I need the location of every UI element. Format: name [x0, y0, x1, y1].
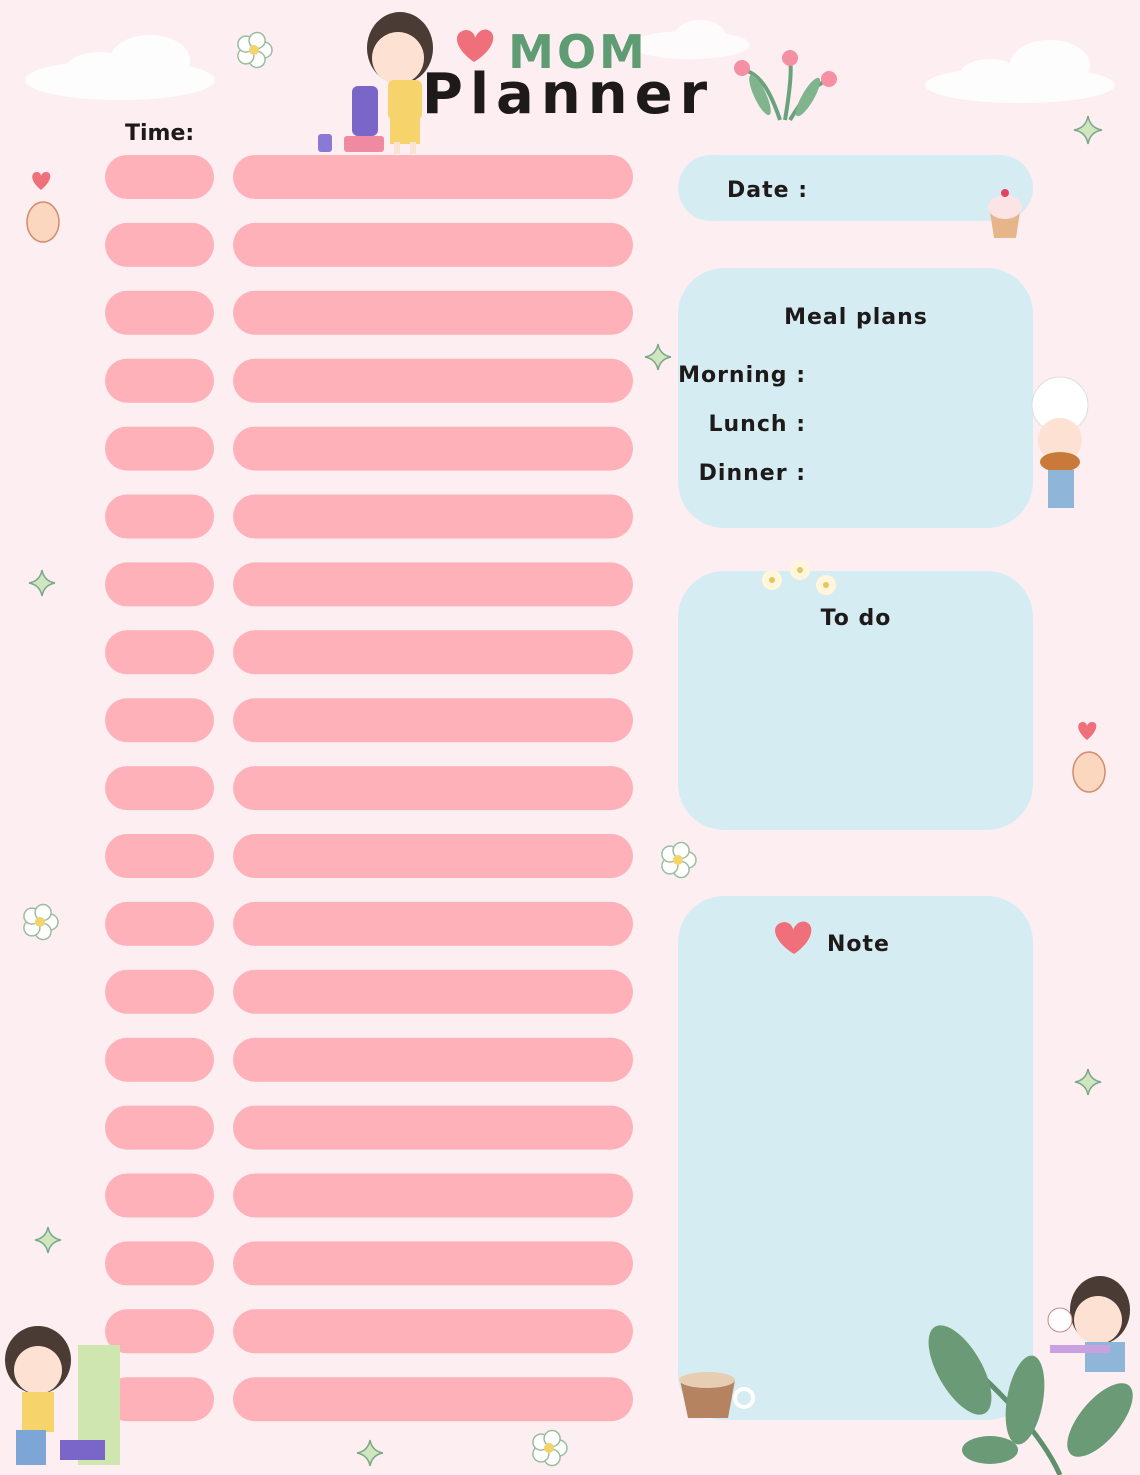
girl-illustration [318, 12, 433, 154]
finger-heart-icon [26, 172, 60, 243]
sparkle-icon [1073, 115, 1103, 145]
time-slot [105, 290, 214, 335]
task-slot [233, 630, 633, 675]
cloud [25, 35, 215, 100]
task-slot [233, 1241, 633, 1286]
meal-plans-panel [678, 268, 1033, 528]
flower-icon [661, 841, 697, 879]
task-slot [233, 222, 633, 267]
heart-icon [775, 921, 812, 954]
time-slot [105, 1105, 214, 1150]
gardening-girl-illustration [5, 1326, 120, 1465]
task-slot [233, 494, 633, 539]
heart-icon [456, 29, 494, 62]
cloud [630, 20, 750, 59]
time-slot [105, 1309, 214, 1354]
flower-center [673, 855, 683, 865]
heart [32, 172, 51, 190]
date-label: Date : [727, 178, 808, 203]
time-slot [105, 358, 214, 403]
task-slot [233, 901, 633, 946]
task-slot [233, 155, 633, 199]
flower-icon [237, 31, 273, 69]
time-label: Time: [125, 121, 194, 146]
sparkle-icon [356, 1439, 384, 1467]
date-panel [678, 155, 1033, 221]
time-slot [105, 630, 214, 675]
daisy-decoration [762, 560, 836, 595]
task-slot [233, 358, 633, 403]
sparkle-icon [644, 343, 672, 371]
flower-icon [23, 903, 59, 941]
meal-item-label: Dinner : [699, 461, 806, 486]
task-slot [233, 1173, 633, 1218]
task-slot [233, 1377, 633, 1422]
sparkle-icon [1074, 1068, 1102, 1096]
cupcake-icon [988, 189, 1022, 238]
task-slot [233, 834, 633, 878]
sparkle-icon [28, 569, 56, 597]
sparkle-icon [34, 1226, 62, 1254]
heart [1078, 722, 1097, 740]
task-slot [233, 969, 633, 1014]
time-slot [105, 1377, 214, 1422]
finger-heart-icon [1072, 722, 1106, 793]
time-slot [105, 426, 214, 471]
task-slot [233, 290, 633, 335]
time-slot [105, 1241, 214, 1286]
flower-center [35, 917, 45, 927]
coffee-icon [679, 1372, 755, 1418]
task-slot [233, 426, 633, 471]
flower-center [544, 1443, 554, 1453]
time-slot [105, 901, 214, 946]
leaves-illustration [928, 1325, 1133, 1475]
todo-panel [678, 571, 1033, 830]
task-slot [233, 1037, 633, 1082]
girl-desk-illustration [1047, 1276, 1130, 1372]
note-panel [678, 896, 1033, 1420]
time-slot [105, 698, 214, 743]
header-title: Planner [422, 62, 714, 127]
time-slot [105, 766, 214, 811]
tulip-illustration [734, 50, 837, 122]
time-slot [105, 969, 214, 1014]
task-slot [233, 1105, 633, 1150]
task-slot [233, 766, 633, 811]
time-slot [105, 1037, 214, 1082]
task-slot [233, 698, 633, 743]
meal-plans-title: Meal plans [784, 305, 928, 330]
hand [26, 201, 60, 243]
flower-icon [532, 1429, 568, 1467]
task-slot [233, 562, 633, 607]
hand [1072, 751, 1106, 793]
meal-item-label: Morning : [678, 363, 806, 388]
schedule-rows [105, 155, 633, 1422]
time-slot [105, 155, 214, 199]
meal-item-label: Lunch : [708, 412, 806, 437]
time-slot [105, 562, 214, 607]
time-slot [105, 494, 214, 539]
chef-illustration [1031, 376, 1089, 508]
time-slot [105, 834, 214, 878]
flower-center [249, 45, 259, 55]
todo-title: To do [821, 606, 892, 631]
cloud [925, 40, 1115, 103]
time-slot [105, 1173, 214, 1218]
time-slot [105, 222, 214, 267]
task-slot [233, 1309, 633, 1354]
header-subtitle: MOM [508, 25, 648, 79]
note-title: Note [827, 932, 890, 957]
